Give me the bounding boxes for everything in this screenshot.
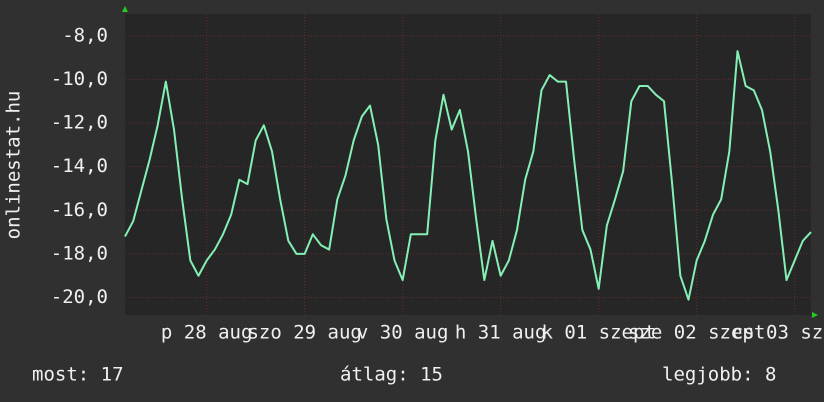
x-tick-label: szo 29 aug xyxy=(247,322,361,344)
axis-arrow xyxy=(812,312,818,318)
plot-area xyxy=(125,14,811,315)
y-tick-label: -14,0 xyxy=(51,155,108,177)
x-tick-label: p 28 aug xyxy=(161,322,253,344)
data-line xyxy=(124,50,812,301)
x-tick-label: cs 03 szept xyxy=(732,322,824,344)
x-tick-label: h 31 aug xyxy=(455,322,547,344)
y-tick-label: -20,0 xyxy=(51,286,108,308)
y-tick-label: -18,0 xyxy=(51,242,108,264)
y-axis-label: onlinestat.hu xyxy=(3,91,25,240)
footer-text: legjobb: 8 xyxy=(662,364,776,386)
marks xyxy=(124,50,812,301)
y-tick-label: -12,0 xyxy=(51,112,108,134)
x-tick-label: k 01 szept xyxy=(541,322,655,344)
footer-text: most: 17 xyxy=(32,364,124,386)
y-tick-label: -10,0 xyxy=(51,68,108,90)
grid xyxy=(125,14,811,315)
axis-arrow xyxy=(122,6,128,12)
y-tick-label: -16,0 xyxy=(51,199,108,221)
labels: -8,0 -10,0 -12,0 -14,0 -16,0 -18,0 -20,0 p 28 a… xyxy=(32,24,824,385)
x-tick-label: v 30 aug xyxy=(357,322,449,344)
x-tick-label: sze 02 szept xyxy=(628,322,765,344)
footer-text: átlag: 15 xyxy=(340,364,443,386)
y-tick-label: -8,0 xyxy=(62,24,108,46)
